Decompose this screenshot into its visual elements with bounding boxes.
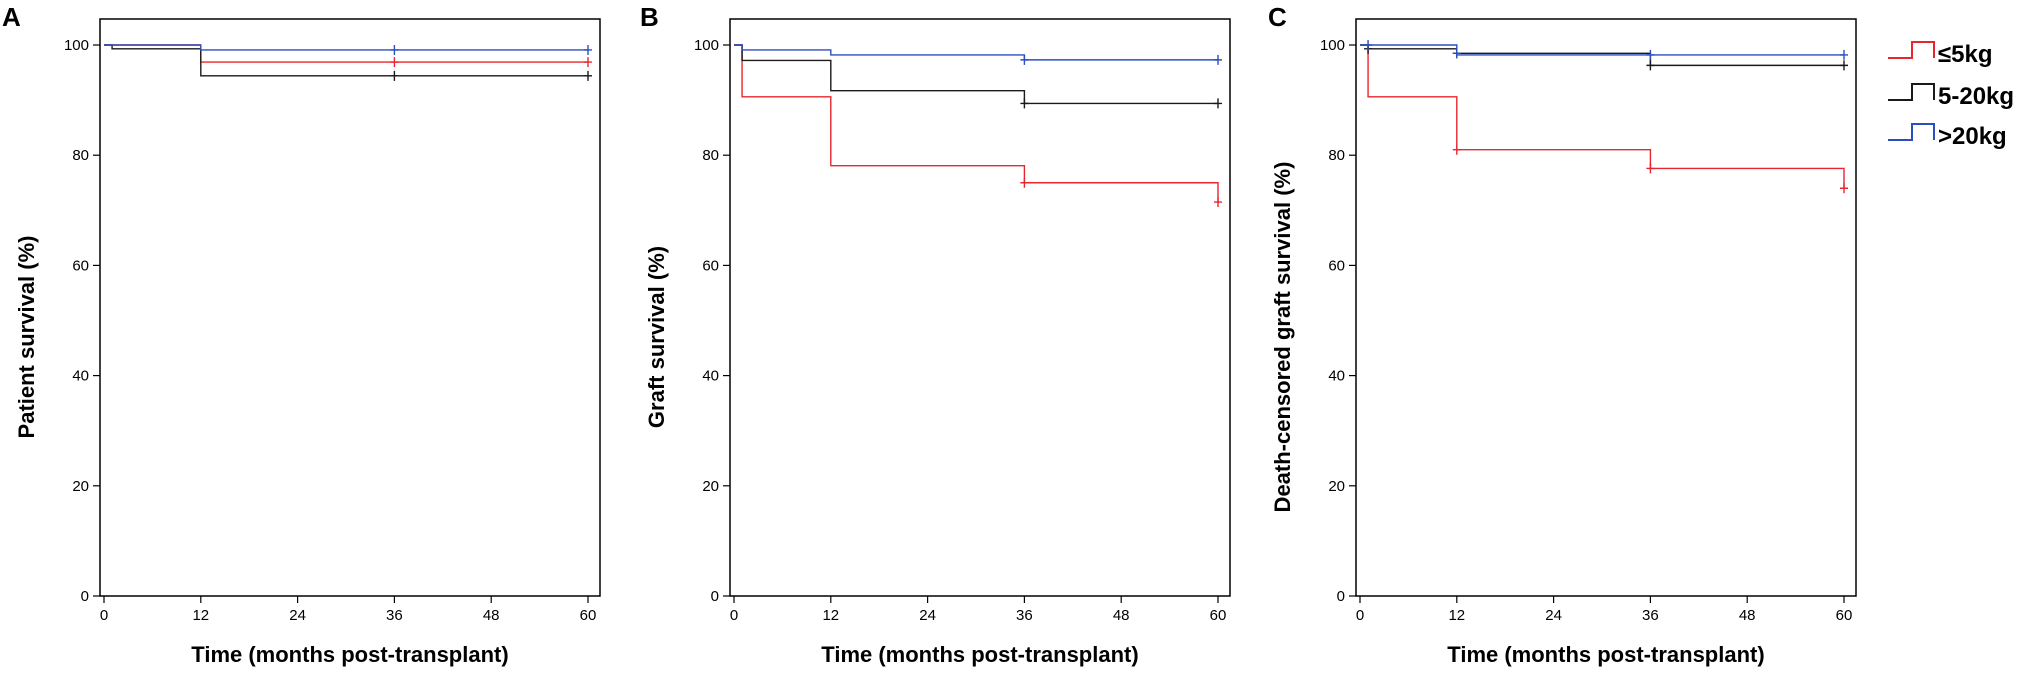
panel-b-y-tick-label-0: 0 [711,588,719,605]
panel-b-y-axis-title: Graft survival (%) [644,246,669,428]
panel-c-ticks: 0 12 24 36 48 60 0 20 40 60 80 100 [1320,37,1852,624]
panel-c-x-tick-label-36: 36 [1642,607,1659,624]
panel-b-series-le5kg-censor-mark-0 [1020,177,1029,188]
panel-c-letter: C [1268,2,1287,32]
panel-c-x-tick-label-0: 0 [1356,607,1364,624]
panel-a-plot-frame [99,18,601,597]
panel-a-x-tick-label-0: 0 [100,607,108,624]
panel-c-series-gt20kg-censor-mark-0 [1364,40,1373,50]
panel-b-y-tick-label-80: 80 [702,147,719,164]
panel-b-ticks: 0 12 24 36 48 60 0 20 40 60 80 100 [694,37,1226,624]
panel-c-y-tick-label-0: 0 [1337,588,1345,605]
panel-a-y-tick-label-60: 60 [72,257,89,274]
panel-b-series-gt20kg-censor-mark-1 [1214,54,1222,65]
panel-a-series-le5kg-censor-mark-1 [584,57,592,68]
panel-b-x-tick-label-0: 0 [730,607,738,624]
panel-c-x-tick-label-48: 48 [1739,607,1756,624]
panel-a-series-le5kg-line [104,44,588,63]
legend-swatch-gt20kg [1888,123,1935,141]
panel-c-series-le5kg-censor-mark-0 [1452,144,1461,155]
panel-a-series-le5kg-censor-mark-0 [390,57,399,68]
legend-item-le5kg: ≤5kg [1888,41,1993,68]
legend-swatch-5-20kg [1888,83,1935,101]
panel-c-series-gt20kg-censor-mark-2 [1646,49,1655,60]
legend-label-gt20kg: >20kg [1938,123,2007,150]
panel-a-y-tick-label-80: 80 [72,147,89,164]
panel-a-x-tick-label-60: 60 [580,607,597,624]
legend-label-le5kg: ≤5kg [1938,41,1993,68]
panel-c-x-axis-title: Time (months post-transplant) [1447,642,1764,667]
panel-c-x-tick-label-12: 12 [1448,607,1465,624]
panel-c-plot-frame [1355,18,1857,597]
panel-a-letter: A [2,2,21,32]
panel-b-x-tick-label-12: 12 [822,607,839,624]
panel-b-y-tick-label-40: 40 [702,368,719,385]
panel-b-x-tick-label-60: 60 [1210,607,1227,624]
panel-a-y-tick-label-40: 40 [72,368,89,385]
panel-b-x-tick-label-24: 24 [919,607,936,624]
panel-c-y-tick-label-80: 80 [1328,147,1345,164]
panel-b-series-le5kg-line [734,44,1219,203]
panel-a-y-tick-label-0: 0 [81,588,89,605]
panel-c-series-5-20kg-censor-mark-2 [1646,60,1655,71]
panel-a-series-5-20kg-censor-mark-1 [584,70,592,81]
panel-a-y-tick-label-100: 100 [64,37,89,54]
panel-b-x-tick-label-48: 48 [1113,607,1130,624]
panel-a-x-tick-label-12: 12 [192,607,209,624]
panel-b-y-tick-label-20: 20 [702,478,719,495]
panel-c-series-gt20kg-censor-mark-1 [1452,48,1461,59]
legend: ≤5kg 5-20kg >20kg [1888,41,2014,150]
panel-a-x-tick-label-24: 24 [289,607,306,624]
panel-a-series-5-20kg-censor-mark-0 [390,70,399,81]
panel-c-series-gt20kg-censor-mark-3 [1840,49,1848,60]
panel-c-x-tick-label-24: 24 [1545,607,1562,624]
panel-b-series-5-20kg-censor-mark-0 [1020,98,1029,109]
panel-b-series-gt20kg-line [734,44,1218,61]
panel-b-series [734,44,1222,208]
panel-c-series-le5kg-censor-mark-1 [1646,163,1655,174]
panel-b: B 0 12 24 36 48 60 0 20 40 60 80 100 Time (months p… [640,2,1231,667]
panel-b-x-tick-label-36: 36 [1016,607,1033,624]
panel-c-y-tick-label-40: 40 [1328,368,1345,385]
legend-item-gt20kg: >20kg [1888,123,2007,150]
panel-c-series-le5kg-line [1360,44,1845,189]
panel-b-series-le5kg-censor-mark-1 [1214,197,1222,208]
panel-b-series-5-20kg-line [734,44,1218,105]
panel-a-x-axis-title: Time (months post-transplant) [191,642,508,667]
panel-b-letter: B [640,2,659,32]
legend-item-5-20kg: 5-20kg [1888,83,2014,110]
panel-b-series-5-20kg-censor-mark-1 [1214,98,1222,109]
panel-a-series-gt20kg-censor-mark-1 [584,44,592,55]
legend-swatch-le5kg [1888,41,1935,59]
panel-a-series [104,44,592,81]
panel-a: A 0 12 24 36 48 60 0 20 40 60 80 100 Time (months p… [2,2,601,667]
panel-b-x-axis-title: Time (months post-transplant) [821,642,1138,667]
panel-b-y-tick-label-100: 100 [694,37,719,54]
panel-c-y-axis-title: Death-censored graft survival (%) [1270,162,1295,513]
panel-a-series-gt20kg-censor-mark-0 [390,44,399,55]
panel-a-ticks: 0 12 24 36 48 60 0 20 40 60 80 100 [64,37,596,624]
panel-c-series-le5kg-censor-mark-2 [1840,183,1848,194]
panel-a-y-axis-title: Patient survival (%) [14,236,39,439]
panel-c: C 0 12 24 36 48 60 0 20 40 60 80 100 Time (months p… [1268,2,1857,667]
panel-a-x-tick-label-48: 48 [483,607,500,624]
panel-c-y-tick-label-60: 60 [1328,257,1345,274]
panel-a-x-tick-label-36: 36 [386,607,403,624]
panel-b-y-tick-label-60: 60 [702,257,719,274]
legend-label-5-20kg: 5-20kg [1938,83,2014,110]
panel-c-x-tick-label-60: 60 [1836,607,1853,624]
panel-b-series-gt20kg-censor-mark-0 [1020,54,1029,65]
panel-b-plot-frame [729,18,1231,597]
panel-c-y-tick-label-20: 20 [1328,478,1345,495]
panel-c-y-tick-label-100: 100 [1320,37,1345,54]
panel-c-series-5-20kg-censor-mark-3 [1840,60,1848,71]
panel-a-y-tick-label-20: 20 [72,478,89,495]
panel-c-series [1360,40,1848,194]
